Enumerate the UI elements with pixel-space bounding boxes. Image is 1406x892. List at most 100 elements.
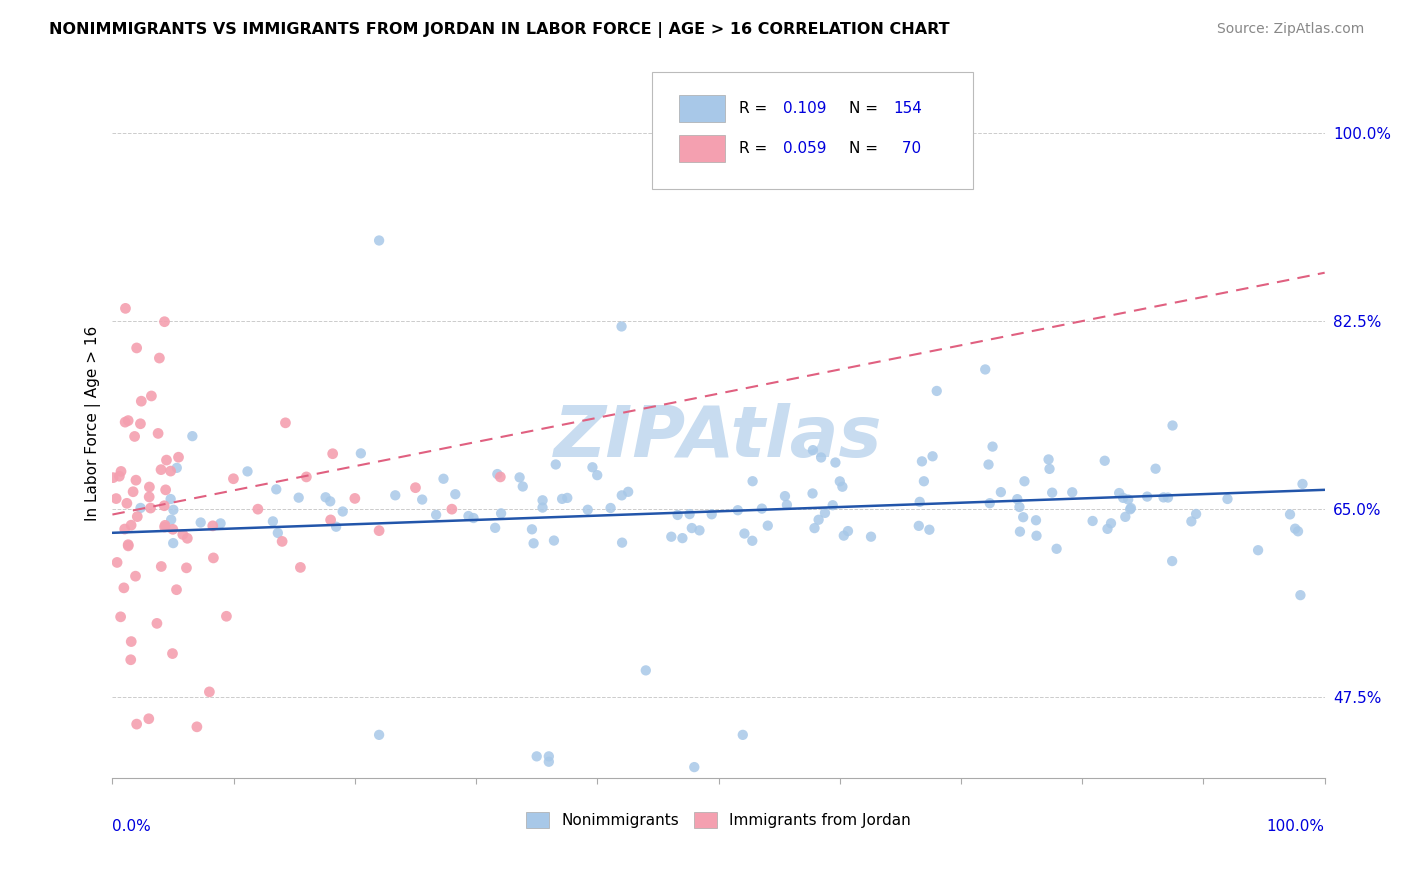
Point <box>440 502 463 516</box>
Point <box>727 503 749 517</box>
Point <box>160 513 183 527</box>
Point <box>544 458 567 472</box>
Point <box>1025 513 1047 527</box>
Text: ZIPAtlas: ZIPAtlas <box>554 403 883 472</box>
Point <box>977 458 1000 472</box>
Point <box>659 530 682 544</box>
Text: 0.109: 0.109 <box>783 101 827 116</box>
Point <box>287 491 309 505</box>
Point <box>733 526 755 541</box>
Point <box>162 503 184 517</box>
Point <box>201 519 224 533</box>
Point <box>700 508 723 522</box>
Point <box>319 494 342 508</box>
Point <box>1153 491 1175 505</box>
Point <box>617 484 640 499</box>
Point <box>1025 529 1047 543</box>
Point <box>315 490 337 504</box>
Point <box>368 234 391 248</box>
Point <box>1014 475 1036 489</box>
Point <box>1114 509 1136 524</box>
Point <box>1286 524 1309 539</box>
Point <box>264 483 287 497</box>
Point <box>162 522 184 536</box>
Point <box>368 524 391 538</box>
Text: Source: ZipAtlas.com: Source: ZipAtlas.com <box>1216 22 1364 37</box>
Point <box>146 426 169 441</box>
Point <box>810 450 832 465</box>
Point <box>678 507 700 521</box>
Point <box>138 480 160 494</box>
Point <box>114 522 136 536</box>
Point <box>741 474 763 488</box>
Point <box>141 389 163 403</box>
Legend: Nonimmigrants, Immigrants from Jordan: Nonimmigrants, Immigrants from Jordan <box>520 805 917 834</box>
Point <box>860 530 883 544</box>
Point <box>290 560 312 574</box>
Point <box>1161 418 1184 433</box>
Point <box>921 450 943 464</box>
Text: N =: N = <box>849 101 883 116</box>
Point <box>551 491 574 506</box>
Point <box>912 475 935 489</box>
Point <box>120 634 142 648</box>
Point <box>159 491 181 506</box>
Point <box>1062 485 1084 500</box>
Point <box>153 518 176 533</box>
Point <box>773 489 796 503</box>
Text: N =: N = <box>849 141 883 156</box>
Point <box>531 493 554 508</box>
Bar <box>679 95 724 121</box>
Point <box>139 501 162 516</box>
Point <box>801 486 824 500</box>
Point <box>1119 502 1142 516</box>
Point <box>610 488 633 502</box>
Point <box>1119 501 1142 516</box>
Point <box>172 527 194 541</box>
Point <box>537 749 560 764</box>
Point <box>824 456 846 470</box>
Text: 0.0%: 0.0% <box>112 819 152 834</box>
Point <box>741 533 763 548</box>
Point <box>981 440 1004 454</box>
Point <box>271 534 294 549</box>
Point <box>610 535 633 549</box>
Point <box>990 485 1012 500</box>
Point <box>1289 588 1312 602</box>
Point <box>1038 452 1060 467</box>
Point <box>509 470 531 484</box>
Point <box>124 429 146 443</box>
Point <box>343 491 366 506</box>
Point <box>1099 516 1122 531</box>
Point <box>129 500 152 515</box>
Point <box>925 384 948 398</box>
Point <box>125 717 148 731</box>
Point <box>1185 507 1208 521</box>
Point <box>162 647 184 661</box>
Point <box>167 450 190 465</box>
Point <box>236 464 259 478</box>
Point <box>803 521 825 535</box>
Point <box>129 417 152 431</box>
FancyBboxPatch shape <box>652 72 973 189</box>
Point <box>1007 492 1029 507</box>
Point <box>110 610 132 624</box>
Point <box>1040 485 1063 500</box>
Point <box>176 561 198 575</box>
Point <box>1012 510 1035 524</box>
Point <box>1144 461 1167 475</box>
Point <box>512 479 534 493</box>
Text: NONIMMIGRANTS VS IMMIGRANTS FROM JORDAN IN LABOR FORCE | AGE > 16 CORRELATION CH: NONIMMIGRANTS VS IMMIGRANTS FROM JORDAN … <box>49 22 950 38</box>
Point <box>1161 554 1184 568</box>
Point <box>222 472 245 486</box>
Point <box>125 473 148 487</box>
Point <box>411 492 433 507</box>
Point <box>155 483 177 497</box>
Point <box>523 536 546 550</box>
Point <box>115 496 138 510</box>
Text: 100.0%: 100.0% <box>1267 819 1324 834</box>
Point <box>110 464 132 478</box>
Point <box>215 609 238 624</box>
Point <box>801 443 824 458</box>
Point <box>486 467 509 481</box>
